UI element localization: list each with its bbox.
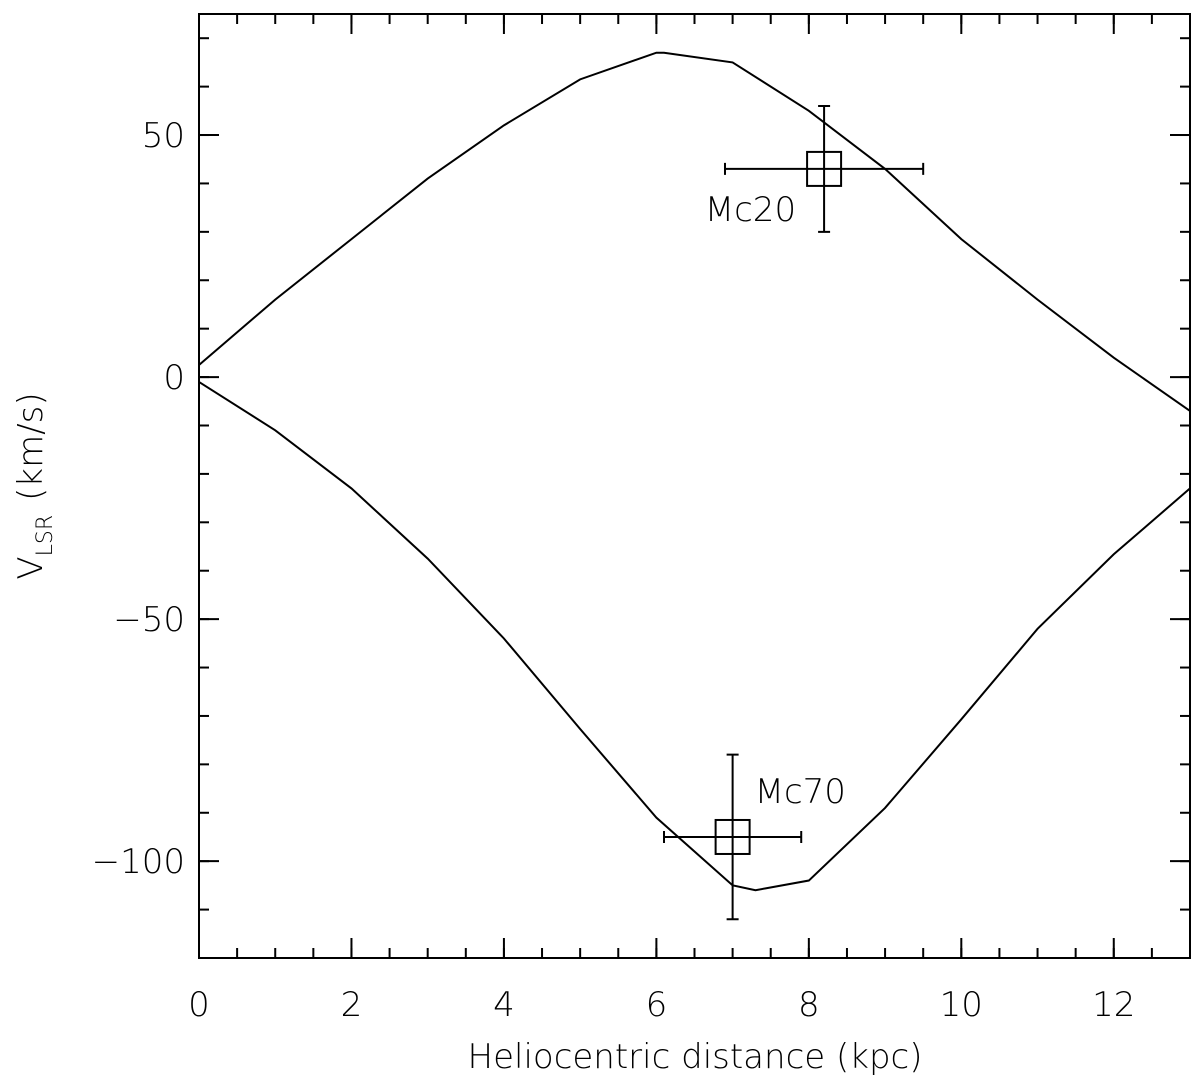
y-axis-label: VLSR (km/s)	[11, 392, 58, 579]
x-error-bar	[663, 830, 803, 843]
x-tick-label: 10	[940, 985, 983, 1025]
y-tick-label: 0	[163, 358, 185, 398]
x-tick-label: 0	[188, 985, 210, 1025]
y-tick-label: −50	[113, 600, 185, 640]
x-tick-label: 2	[341, 985, 363, 1025]
point-marker	[714, 818, 751, 855]
curve	[198, 381, 1191, 892]
x-tick-label: 12	[1092, 985, 1135, 1025]
point-label: Mc20	[705, 190, 796, 230]
y-label-unit: (km/s)	[11, 392, 51, 501]
curve	[198, 51, 1191, 412]
x-tick-label: 6	[646, 985, 668, 1025]
point-label: Mc70	[755, 772, 846, 812]
y-label-sub: LSR	[33, 515, 58, 557]
x-axis-label: Heliocentric distance (kpc)	[468, 1037, 923, 1077]
x-tick-label: 4	[493, 985, 515, 1025]
y-tick-label: −100	[92, 842, 185, 882]
y-tick-label: 50	[142, 116, 185, 156]
point-marker	[806, 150, 843, 187]
y-label-main: V	[11, 556, 51, 579]
x-tick-label: 8	[798, 985, 820, 1025]
x-error-bar	[723, 162, 925, 175]
